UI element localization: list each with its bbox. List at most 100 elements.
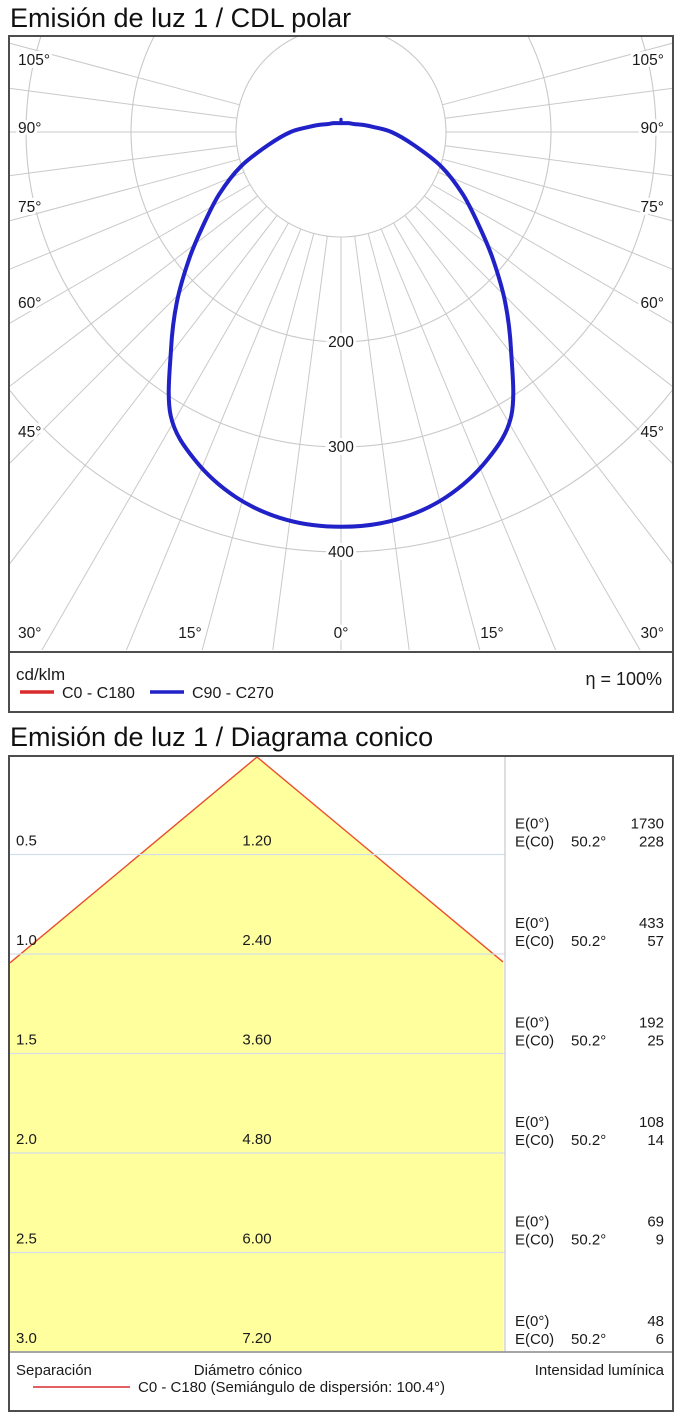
polar-angle-label: 75°: [18, 199, 41, 216]
polar-curves: [166, 117, 516, 529]
polar-angle-label: 90°: [18, 120, 41, 137]
diameter-value: 2.40: [242, 932, 271, 949]
footer-col-diametro: Diámetro cónico: [194, 1362, 302, 1379]
polar-grid-ray: [445, 145, 672, 177]
polar-efficiency-label: η = 100%: [585, 669, 662, 689]
polar-angle-label: 75°: [641, 199, 664, 216]
polar-curve-c90-c270: [166, 121, 516, 529]
polar-chart-title: Emisión de luz 1 / CDL polar: [10, 3, 352, 33]
ec0-value: 14: [647, 1132, 664, 1149]
footer-col-separacion: Separación: [16, 1362, 92, 1379]
polar-angle-label: 90°: [641, 120, 664, 137]
polar-angle-label: 105°: [632, 52, 664, 69]
e0-value: 48: [647, 1313, 664, 1330]
polar-radial-label: 200: [328, 334, 354, 351]
ec0-value: 9: [656, 1232, 664, 1249]
polar-grid-ray: [442, 42, 672, 106]
diameter-value: 3.60: [242, 1032, 271, 1049]
polar-grid-ray: [10, 171, 245, 270]
polar-angle-label: 105°: [18, 52, 50, 69]
polar-chart-frame: [8, 35, 674, 713]
separation-value: 0.5: [16, 833, 37, 850]
polar-grid-ray: [10, 195, 259, 387]
polar-grid-ray: [437, 171, 672, 270]
half-angle-value: 50.2°: [571, 933, 606, 950]
polar-angle-label: 30°: [641, 625, 664, 642]
polar-grid-ray: [10, 214, 278, 565]
polar-grid-ray: [10, 158, 240, 222]
ec0-label: E(C0): [515, 1132, 554, 1149]
separation-value: 1.0: [16, 932, 37, 949]
cone-chart-title: Emisión de luz 1 / Diagrama conico: [10, 722, 434, 752]
polar-grid-ray: [41, 222, 289, 650]
half-angle-value: 50.2°: [571, 1033, 606, 1050]
polar-grid: [10, 37, 672, 650]
ec0-label: E(C0): [515, 1033, 554, 1050]
polar-grid-ray: [125, 228, 302, 650]
e0-label: E(0°): [515, 1114, 549, 1131]
e0-label: E(0°): [515, 1214, 549, 1231]
polar-grid-ray: [380, 228, 557, 650]
cone-rows: 0.5 1.20 E(0°) 1730 E(C0) 50.2° 228 1.0 2.40 E(0°…: [16, 816, 664, 1349]
e0-value: 108: [639, 1114, 664, 1131]
cone-edge-left: [10, 757, 258, 964]
footer-col-intensidad: Intensidad lumínica: [535, 1362, 665, 1379]
e0-value: 1730: [631, 816, 664, 833]
polar-grid-ray: [431, 184, 672, 324]
polar-cdl-chart: 0° 15° 15° 30° 30° 45° 45° 60° 60° 75° 75° 90° 90° 10…: [8, 35, 674, 713]
cone-chart-frame: [8, 755, 674, 1412]
half-angle-value: 50.2°: [571, 1232, 606, 1249]
polar-angle-label: 15°: [178, 625, 201, 642]
polar-grid-ray: [445, 87, 672, 119]
cone-diagram-chart: 0.5 1.20 E(0°) 1730 E(C0) 50.2° 228 1.0 2.40 E(0°…: [8, 755, 674, 1412]
polar-angle-label: 60°: [18, 295, 41, 312]
polar-grid-ray: [10, 184, 251, 324]
footer-legend-label: C0 - C180 (Semiángulo de dispersión: 100…: [138, 1379, 445, 1396]
legend-label-c0-c180: C0 - C180: [62, 685, 135, 702]
diameter-value: 4.80: [242, 1131, 271, 1148]
polar-grid-ray: [10, 145, 237, 177]
ec0-value: 25: [647, 1033, 664, 1050]
diameter-value: 6.00: [242, 1231, 271, 1248]
legend-label-c90-c270: C90 - C270: [192, 685, 274, 702]
half-angle-value: 50.2°: [571, 1132, 606, 1149]
polar-grid-ray: [272, 236, 328, 650]
polar-radial-label: 400: [328, 544, 354, 561]
separation-value: 3.0: [16, 1330, 37, 1347]
polar-grid-ray: [367, 233, 481, 650]
ec0-label: E(C0): [515, 834, 554, 851]
ec0-value: 6: [656, 1331, 664, 1348]
polar-angle-label: 45°: [641, 424, 664, 441]
polar-angle-label: 45°: [18, 424, 41, 441]
polar-grid-ray: [423, 195, 672, 387]
polar-unit-label: cd/klm: [16, 665, 65, 684]
separation-value: 1.5: [16, 1032, 37, 1049]
polar-angle-label: 30°: [18, 625, 41, 642]
cone-edge-right: [256, 757, 504, 963]
polar-grid-ray: [10, 87, 237, 119]
polar-grid-ray: [393, 222, 641, 650]
separation-value: 2.5: [16, 1231, 37, 1248]
ec0-label: E(C0): [515, 1232, 554, 1249]
e0-value: 192: [639, 1015, 664, 1032]
e0-value: 433: [639, 915, 664, 932]
e0-label: E(0°): [515, 816, 549, 833]
diameter-value: 7.20: [242, 1330, 271, 1347]
e0-label: E(0°): [515, 915, 549, 932]
polar-angle-label: 0°: [334, 625, 349, 642]
ec0-label: E(C0): [515, 933, 554, 950]
e0-value: 69: [647, 1214, 664, 1231]
e0-label: E(0°): [515, 1015, 549, 1032]
half-angle-value: 50.2°: [571, 1331, 606, 1348]
ec0-value: 228: [639, 834, 664, 851]
half-angle-value: 50.2°: [571, 834, 606, 851]
polar-angle-label: 60°: [641, 295, 664, 312]
separation-value: 2.0: [16, 1131, 37, 1148]
polar-legend: C0 - C180 C90 - C270: [20, 685, 274, 702]
polar-grid-ray: [10, 205, 268, 464]
polar-grid-ray: [201, 233, 315, 650]
ec0-label: E(C0): [515, 1331, 554, 1348]
polar-grid-ray: [10, 42, 240, 106]
diameter-value: 1.20: [242, 833, 271, 850]
